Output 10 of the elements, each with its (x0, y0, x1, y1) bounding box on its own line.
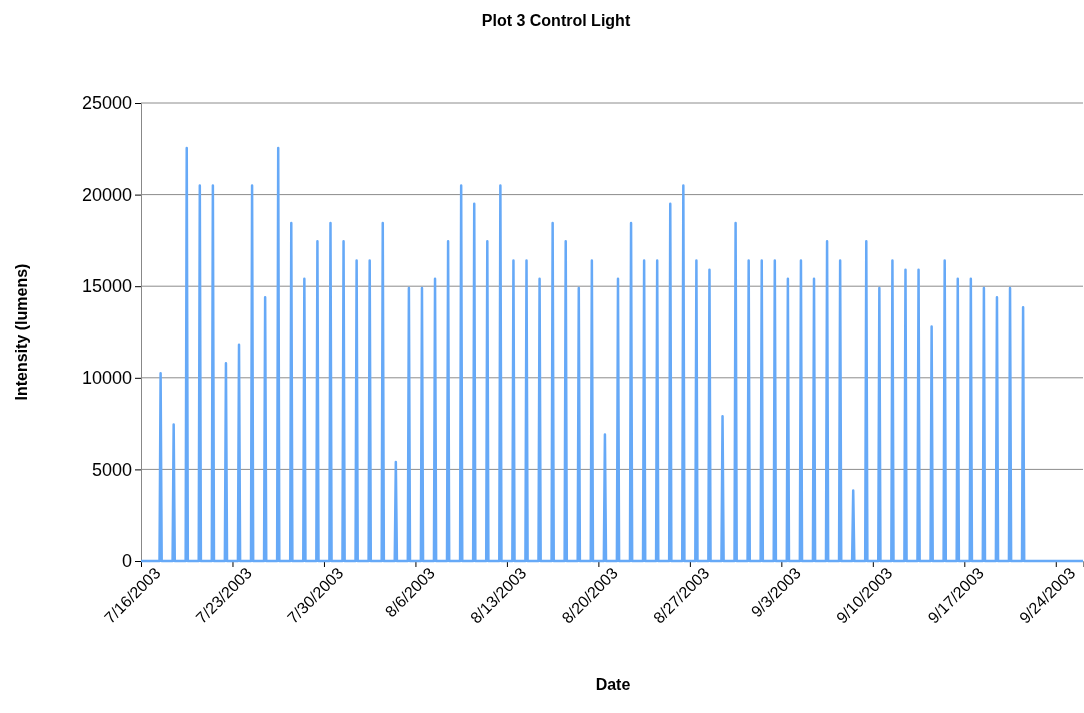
y-tick-label: 20000 (81, 184, 132, 205)
line-series (139, 146, 1084, 563)
y-tick-label: 0 (121, 551, 132, 572)
y-tick-label: 25000 (81, 93, 132, 114)
y-tick-label: 5000 (91, 459, 132, 480)
x-axis-title: Date (595, 676, 631, 693)
y-tick-label: 10000 (81, 368, 132, 389)
y-tick-label: 15000 (81, 276, 132, 297)
y-axis-title: Intensity (lumens) (13, 263, 30, 401)
chart-title: Plot 3 Control Light (481, 12, 631, 29)
